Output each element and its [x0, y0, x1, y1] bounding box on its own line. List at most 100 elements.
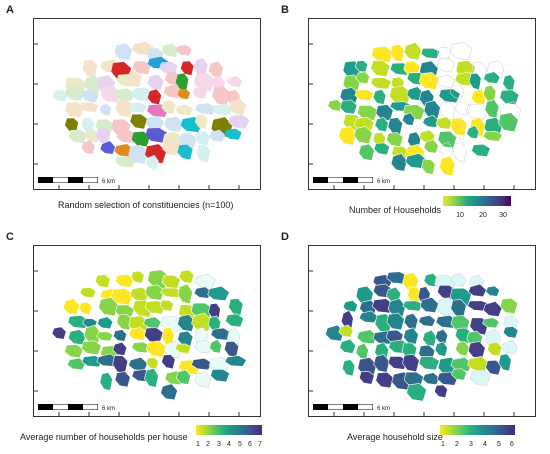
constituency-area — [79, 102, 100, 113]
constituency-area — [434, 341, 448, 357]
households-map — [309, 42, 522, 189]
constituency-area — [212, 86, 230, 106]
constituency-area — [64, 118, 79, 133]
constituency-area — [145, 115, 164, 131]
constituency-area — [81, 117, 95, 134]
constituency-area — [194, 372, 212, 388]
constituency-area — [418, 356, 440, 371]
legend-colorbar — [196, 425, 262, 435]
constituency-area — [434, 328, 449, 344]
constituency-area — [439, 155, 456, 177]
constituency-area — [451, 124, 467, 139]
constituency-area — [390, 153, 408, 172]
constituency-area — [418, 72, 440, 91]
constituency-area — [145, 357, 159, 370]
map-a: 6 km — [33, 18, 261, 190]
constituency-area — [421, 159, 436, 175]
constituency-area — [470, 89, 487, 105]
constituency-area — [131, 131, 150, 147]
constituency-area — [65, 85, 85, 101]
constituency-area — [390, 44, 405, 63]
constituency-area — [501, 340, 518, 355]
constituency-area — [114, 371, 131, 388]
constituency-area — [373, 142, 391, 156]
legend-colorbar — [440, 425, 515, 435]
constituency-area — [387, 117, 403, 135]
constituency-area — [436, 56, 455, 73]
constituency-area — [96, 331, 114, 342]
legend-tick: 4 — [227, 441, 231, 448]
constituency-area — [114, 43, 133, 61]
constituency-area — [128, 326, 148, 341]
constituency-area — [161, 100, 176, 114]
scale-label: 6 km — [102, 406, 116, 412]
constituency-area — [357, 105, 379, 121]
constituency-area — [175, 369, 192, 385]
constituency-area — [485, 285, 500, 297]
constituency-area — [485, 359, 502, 376]
constituency-area — [372, 88, 387, 105]
constituency-area — [62, 298, 80, 315]
constituency-area — [194, 130, 210, 146]
constituency-area — [498, 353, 512, 372]
constituency-area — [403, 42, 422, 61]
scale-bar — [313, 177, 373, 183]
panel-caption: Random selection of constituencies (n=10… — [58, 200, 234, 210]
legend-tick: 20 — [479, 212, 487, 219]
legend-colorbar — [443, 196, 511, 206]
constituency-area — [131, 341, 151, 354]
constituency-area — [64, 344, 84, 359]
constituency-area — [355, 71, 370, 85]
constituency-area — [142, 316, 162, 329]
constituency-area — [482, 317, 500, 329]
constituency-area — [358, 310, 379, 324]
constituency-area — [455, 341, 470, 357]
constituency-area — [194, 273, 216, 289]
panel-letter: A — [6, 4, 14, 16]
constituency-area — [449, 42, 473, 61]
constituency-area — [180, 61, 194, 76]
constituency-area — [212, 103, 234, 116]
legend-tick: 10 — [456, 212, 464, 219]
constituency-area — [403, 313, 419, 330]
constituency-area — [434, 384, 448, 398]
constituency-area — [471, 62, 487, 81]
constituency-area — [115, 156, 136, 168]
constituency-area — [194, 339, 213, 354]
constituency-area — [482, 130, 503, 142]
constituency-area — [228, 98, 247, 115]
constituency-area — [402, 354, 420, 373]
constituency-area — [175, 73, 189, 91]
constituency-area — [374, 116, 389, 133]
constituency-area — [209, 129, 226, 142]
constituency-area — [132, 41, 154, 56]
constituency-area — [131, 87, 152, 102]
constituency-area — [82, 59, 98, 78]
constituency-area — [226, 75, 243, 87]
scale-label: 6 km — [377, 179, 391, 185]
constituency-area — [209, 338, 223, 354]
household-size-map — [309, 270, 519, 416]
constituency-area — [207, 285, 230, 301]
constituency-area — [387, 356, 408, 370]
constituency-area — [195, 103, 217, 115]
scale-label: 6 km — [102, 179, 116, 185]
constituency-area — [196, 144, 211, 163]
constituency-area — [100, 85, 121, 103]
constituency-area — [67, 315, 90, 329]
constituency-area — [499, 89, 520, 106]
constituency-area — [191, 357, 213, 371]
constituency-area — [355, 342, 369, 360]
constituency-area — [128, 144, 148, 165]
constituency-area — [178, 269, 195, 284]
constituency-area — [224, 128, 242, 140]
constituency-area — [132, 61, 151, 75]
constituency-area — [339, 338, 357, 354]
constituency-area — [145, 340, 167, 358]
constituency-area — [438, 88, 461, 104]
constituency-area — [194, 114, 208, 129]
constituency-area — [386, 132, 404, 148]
legend-tick: 3 — [217, 441, 221, 448]
constituency-area — [502, 325, 519, 339]
constituency-area — [467, 283, 487, 298]
